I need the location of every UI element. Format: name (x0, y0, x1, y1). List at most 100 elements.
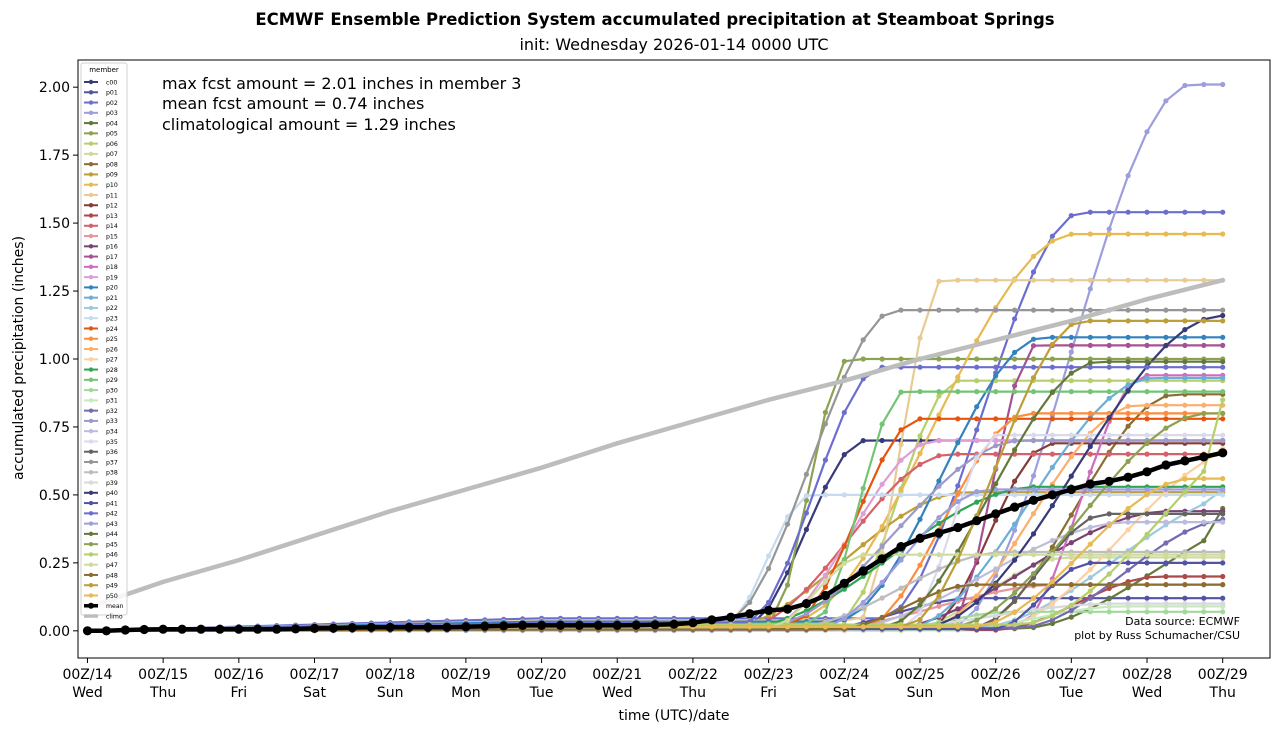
member-point (1220, 231, 1226, 237)
member-point (1087, 307, 1093, 313)
member-point (955, 277, 961, 283)
member-point (766, 553, 772, 559)
legend-label: p44 (106, 531, 118, 538)
member-point (1106, 432, 1112, 438)
member-point (822, 409, 829, 415)
member-point (1220, 307, 1226, 313)
member-point (1106, 364, 1112, 370)
member-point (1125, 506, 1131, 512)
member-point (1182, 595, 1188, 601)
member-point (1201, 609, 1207, 615)
member-point (993, 307, 999, 313)
member-point (1030, 389, 1037, 395)
member-point (1125, 519, 1131, 525)
member-point (1087, 342, 1093, 348)
member-point (993, 389, 999, 395)
member-point (1106, 609, 1112, 615)
member-point (917, 492, 923, 498)
member-point (747, 624, 753, 630)
member-point (784, 582, 791, 588)
member-point (1163, 393, 1169, 399)
legend-marker (88, 79, 94, 85)
member-point (1201, 601, 1207, 607)
member-point (1125, 458, 1131, 464)
legend-marker (88, 531, 94, 537)
x-tick-day-label: Thu (1209, 685, 1236, 701)
legend-label: p03 (106, 110, 118, 117)
member-point (1068, 614, 1074, 620)
member-point (898, 427, 904, 433)
member-point (1220, 359, 1226, 365)
member-point (1201, 552, 1207, 558)
legend-title: member (89, 66, 119, 74)
legend-marker (88, 449, 94, 454)
x-tick-label: 00Z/27 (1046, 667, 1096, 683)
member-point (1144, 277, 1150, 283)
x-tick-label: 00Z/20 (517, 667, 567, 683)
member-point (1220, 375, 1226, 381)
member-point (822, 624, 829, 630)
member-point (993, 606, 999, 612)
member-point (1144, 560, 1150, 566)
member-point (1106, 582, 1112, 588)
member-point (1125, 388, 1131, 394)
member-point (1182, 560, 1188, 566)
member-point (841, 409, 847, 416)
legend-label: p40 (106, 490, 118, 497)
mean-point (915, 533, 925, 544)
x-tick-label: 00Z/23 (744, 667, 794, 683)
member-point (860, 510, 866, 517)
member-point (860, 552, 866, 558)
member-point (1049, 503, 1055, 509)
member-point (1125, 582, 1131, 588)
member-point (936, 478, 942, 484)
mean-point (688, 618, 698, 628)
member-point (993, 373, 999, 379)
max-annotation: max fcst amount = 2.01 inches in member … (162, 74, 521, 93)
member-point (917, 624, 923, 630)
member-point (1220, 389, 1226, 395)
member-point (1049, 544, 1055, 550)
legend-label: p13 (106, 213, 118, 220)
member-point (1182, 375, 1188, 381)
member-point (917, 562, 923, 568)
legend-marker (88, 357, 94, 362)
member-point (1125, 378, 1131, 384)
member-point (993, 277, 999, 283)
member-point (1144, 359, 1150, 365)
legend-label: mean (106, 603, 124, 610)
member-point (1087, 560, 1093, 566)
member-point (1220, 364, 1226, 370)
member-point (1049, 605, 1055, 611)
mean-point (820, 590, 831, 601)
member-point (1201, 476, 1207, 482)
member-point (1201, 501, 1207, 507)
member-point (1163, 334, 1169, 340)
legend-marker (88, 572, 94, 578)
member-point (974, 552, 980, 558)
member-point (936, 356, 942, 362)
member-point (1201, 359, 1207, 365)
member-point (1201, 334, 1207, 340)
member-point (879, 481, 885, 487)
member-point (1163, 437, 1169, 444)
legend-marker (88, 593, 94, 598)
x-tick-day-label: Tue (1058, 685, 1083, 701)
member-point (1220, 416, 1226, 422)
member-point (1106, 511, 1112, 517)
member-point (974, 427, 980, 433)
member-point (860, 356, 866, 362)
member-point (1049, 464, 1055, 470)
legend-marker (88, 511, 94, 516)
member-point (936, 520, 942, 527)
member-point (1163, 560, 1169, 566)
member-point (879, 313, 885, 319)
member-point (1144, 574, 1150, 580)
member-point (993, 566, 999, 572)
legend-marker (88, 161, 94, 167)
member-point (974, 499, 980, 505)
legend-marker (88, 326, 94, 331)
legend-label: p43 (106, 521, 118, 528)
member-point (1144, 582, 1150, 588)
member-point (1144, 334, 1150, 340)
